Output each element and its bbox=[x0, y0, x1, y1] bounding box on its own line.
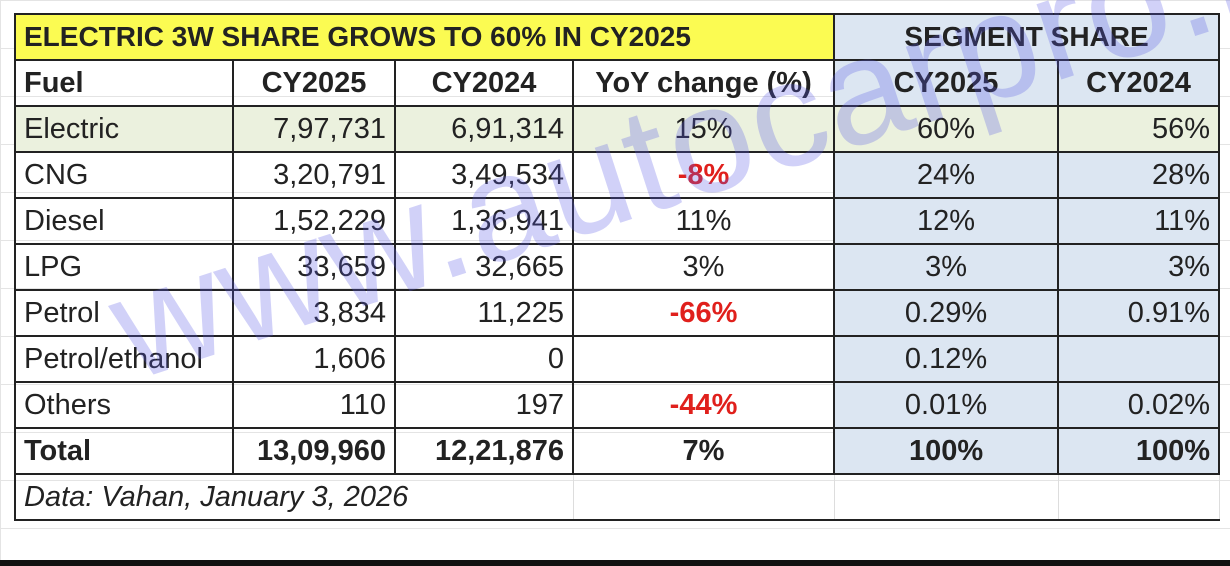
cell-share-cy2024: 100% bbox=[1057, 427, 1221, 475]
table-row-petrol-ethanol: Petrol/ethanol 1,606 0 0.12% bbox=[14, 335, 1221, 383]
cell-cy2024: 3,49,534 bbox=[394, 151, 574, 199]
cell-cy2024: 11,225 bbox=[394, 289, 574, 337]
cell-cy2025: 3,20,791 bbox=[232, 151, 396, 199]
cell-yoy bbox=[571, 335, 836, 383]
empty-cell bbox=[572, 473, 835, 521]
empty-cell bbox=[833, 473, 1059, 521]
cell-yoy: -44% bbox=[571, 381, 836, 429]
cell-yoy: 7% bbox=[571, 427, 836, 475]
cell-cy2024: 197 bbox=[394, 381, 574, 429]
cell-cy2024: 0 bbox=[394, 335, 574, 383]
cell-share-cy2024: 0.02% bbox=[1057, 381, 1221, 429]
cell-cy2025: 3,834 bbox=[232, 289, 396, 337]
cell-share-cy2024: 11% bbox=[1057, 197, 1221, 245]
header-row: Fuel CY2025 CY2024 YoY change (%) CY2025… bbox=[14, 59, 1221, 107]
cell-yoy: -8% bbox=[571, 151, 836, 199]
table-row-petrol: Petrol 3,834 11,225 -66% 0.29% 0.91% bbox=[14, 289, 1221, 337]
empty-cell bbox=[1057, 473, 1220, 521]
col-header-fuel: Fuel bbox=[14, 59, 234, 107]
source-note: Data: Vahan, January 3, 2026 bbox=[14, 473, 574, 521]
cell-fuel: Others bbox=[14, 381, 234, 429]
bottom-bar bbox=[0, 560, 1230, 566]
cell-share-cy2025: 24% bbox=[833, 151, 1060, 199]
col-header-share-cy2025: CY2025 bbox=[833, 59, 1060, 107]
cell-share-cy2025: 0.29% bbox=[833, 289, 1060, 337]
cell-yoy: 15% bbox=[571, 105, 836, 153]
cell-fuel: LPG bbox=[14, 243, 234, 291]
cell-share-cy2025: 60% bbox=[833, 105, 1060, 153]
cell-yoy: -66% bbox=[571, 289, 836, 337]
cell-share-cy2024 bbox=[1057, 335, 1221, 383]
table-row-electric: Electric 7,97,731 6,91,314 15% 60% 56% bbox=[14, 105, 1221, 153]
source-row: Data: Vahan, January 3, 2026 bbox=[14, 473, 1220, 521]
cell-cy2025: 13,09,960 bbox=[232, 427, 396, 475]
cell-share-cy2025: 3% bbox=[833, 243, 1060, 291]
cell-cy2025: 33,659 bbox=[232, 243, 396, 291]
cell-share-cy2025: 0.01% bbox=[833, 381, 1060, 429]
table-row-lpg: LPG 33,659 32,665 3% 3% 3% bbox=[14, 243, 1221, 291]
cell-share-cy2024: 3% bbox=[1057, 243, 1221, 291]
col-header-share-cy2024: CY2024 bbox=[1057, 59, 1221, 107]
cell-share-cy2024: 56% bbox=[1057, 105, 1221, 153]
col-header-yoy: YoY change (%) bbox=[571, 59, 836, 107]
segment-share-header: SEGMENT SHARE bbox=[833, 13, 1221, 61]
table-row-diesel: Diesel 1,52,229 1,36,941 11% 12% 11% bbox=[14, 197, 1221, 245]
cell-fuel: Petrol bbox=[14, 289, 234, 337]
table-row-others: Others 110 197 -44% 0.01% 0.02% bbox=[14, 381, 1221, 429]
cell-cy2024: 6,91,314 bbox=[394, 105, 574, 153]
total-row: Total 13,09,960 12,21,876 7% 100% 100% bbox=[14, 427, 1221, 475]
cell-fuel: Diesel bbox=[14, 197, 234, 245]
cell-cy2025: 1,52,229 bbox=[232, 197, 396, 245]
title-row: ELECTRIC 3W SHARE GROWS TO 60% IN CY2025… bbox=[13, 13, 1221, 61]
cell-cy2024: 12,21,876 bbox=[394, 427, 574, 475]
cell-share-cy2024: 0.91% bbox=[1057, 289, 1221, 337]
table-title: ELECTRIC 3W SHARE GROWS TO 60% IN CY2025 bbox=[13, 13, 836, 61]
col-header-cy2024: CY2024 bbox=[394, 59, 574, 107]
cell-fuel: CNG bbox=[14, 151, 234, 199]
cell-cy2025: 7,97,731 bbox=[232, 105, 396, 153]
cell-fuel: Petrol/ethanol bbox=[14, 335, 234, 383]
cell-share-cy2025: 0.12% bbox=[833, 335, 1060, 383]
col-header-cy2025: CY2025 bbox=[232, 59, 396, 107]
cell-cy2025: 110 bbox=[232, 381, 396, 429]
cell-yoy: 3% bbox=[571, 243, 836, 291]
cell-fuel: Electric bbox=[14, 105, 234, 153]
cell-share-cy2025: 100% bbox=[833, 427, 1060, 475]
cell-yoy: 11% bbox=[571, 197, 836, 245]
cell-fuel: Total bbox=[14, 427, 234, 475]
cell-cy2025: 1,606 bbox=[232, 335, 396, 383]
fuel-share-table: ELECTRIC 3W SHARE GROWS TO 60% IN CY2025… bbox=[13, 13, 1221, 521]
cell-cy2024: 32,665 bbox=[394, 243, 574, 291]
cell-share-cy2025: 12% bbox=[833, 197, 1060, 245]
table-row-cng: CNG 3,20,791 3,49,534 -8% 24% 28% bbox=[14, 151, 1221, 199]
cell-cy2024: 1,36,941 bbox=[394, 197, 574, 245]
cell-share-cy2024: 28% bbox=[1057, 151, 1221, 199]
